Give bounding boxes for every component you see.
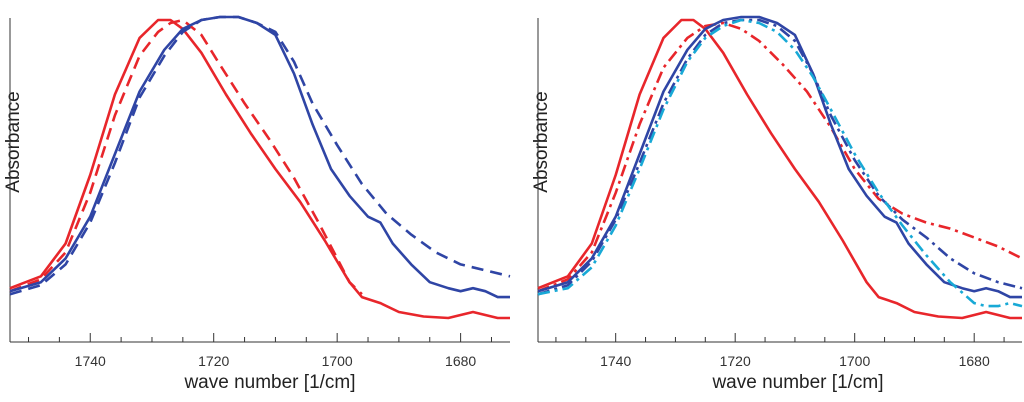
series-line-2 <box>537 21 1023 293</box>
x-tick-label: 1740 <box>75 353 106 369</box>
chart-panel-left: Absorbance 1740 1720 1700 1680 wave number … <box>3 15 511 393</box>
series-line-3 <box>9 15 510 299</box>
series-line-1 <box>9 18 510 320</box>
series-line-3 <box>537 15 1022 299</box>
series-line-5 <box>537 18 1023 308</box>
chart-right: 1740 1720 1700 1680 <box>537 15 1023 369</box>
x-tick-label: 1680 <box>959 353 990 369</box>
series-line-4 <box>537 18 1023 296</box>
series-line-2 <box>9 18 363 296</box>
series-line-1 <box>537 18 1022 320</box>
x-tick-label: 1740 <box>600 353 631 369</box>
x-axis-label: wave number [1/cm] <box>184 372 356 393</box>
x-axis-label: wave number [1/cm] <box>712 372 884 393</box>
x-tick-label: 1720 <box>720 353 751 369</box>
x-tick-label: 1680 <box>445 353 476 369</box>
chart-left: 1740 1720 1700 1680 <box>9 15 511 369</box>
x-tick-label: 1700 <box>322 353 353 369</box>
x-tick-label: 1700 <box>839 353 870 369</box>
x-tick-label: 1720 <box>198 353 229 369</box>
chart-panel-right: Absorbance 1740 1720 1700 1680 wave number … <box>528 0 1024 402</box>
series-line-4 <box>9 15 511 296</box>
